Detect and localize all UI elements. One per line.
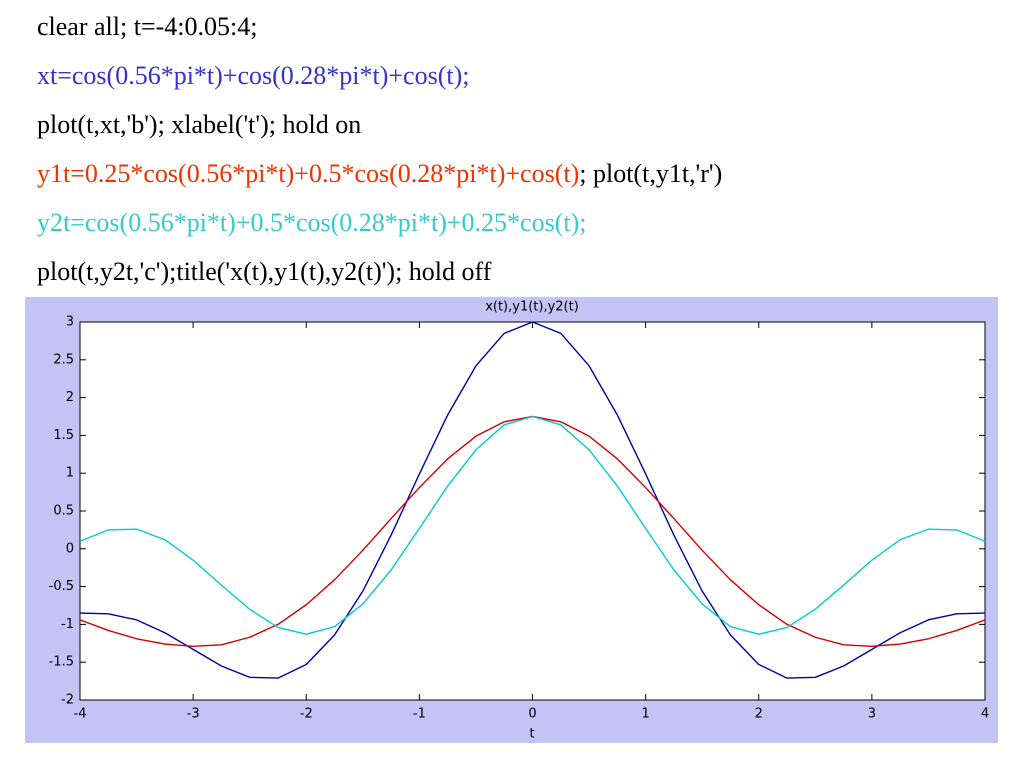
x-tick-label: 3 [868,707,876,722]
x-axis-label: t [529,727,534,742]
code-line: y1t=0.25*cos(0.56*pi*t)+0.5*cos(0.28*pi*… [37,159,722,189]
x-tick-label: 0 [528,707,536,722]
y-tick-label: 0 [66,541,74,556]
code-text: clear all; t=-4:0.05:4; [37,12,258,41]
chart-title: x(t),y1(t),y2(t) [485,300,579,315]
y-tick-label: -2 [61,693,74,708]
code-text: xt=cos(0.56*pi*t)+cos(0.28*pi*t)+cos(t); [37,61,470,90]
code-text: y2t=cos(0.56*pi*t)+0.5*cos(0.28*pi*t)+0.… [37,208,587,237]
y-tick-label: -1 [61,617,74,632]
y-tick-label: 2 [66,390,74,405]
code-text: plot(t,y2t,'c');title('x(t),y1(t),y2(t)'… [37,257,492,286]
x-tick-label: 1 [641,707,649,722]
code-line: y2t=cos(0.56*pi*t)+0.5*cos(0.28*pi*t)+0.… [37,208,586,238]
y-tick-label: 0.5 [53,504,74,519]
code-text: plot(t,xt,'b'); xlabel('t'); hold on [37,110,362,139]
x-tick-label: -4 [74,707,87,722]
plot-area [79,321,986,701]
data-line [79,415,986,635]
code-line: plot(t,xt,'b'); xlabel('t'); hold on [37,110,361,140]
code-line: plot(t,y2t,'c');title('x(t),y1(t),y2(t)'… [37,257,491,287]
data-line [79,321,986,679]
y-tick-label: -1.5 [49,655,74,670]
y-tick-label: 3 [66,315,74,330]
y-tick-label: 1.5 [53,428,74,443]
y-tick-label: 1 [66,466,74,481]
code-line: xt=cos(0.56*pi*t)+cos(0.28*pi*t)+cos(t); [37,61,469,91]
code-text: ; plot(t,y1t,'r') [579,159,723,188]
x-tick-label: -2 [300,707,313,722]
code-text: y1t=0.25*cos(0.56*pi*t)+0.5*cos(0.28*pi*… [37,159,580,188]
x-tick-label: -1 [413,707,426,722]
code-line: clear all; t=-4:0.05:4; [37,12,257,42]
x-tick-label: -3 [187,707,200,722]
y-tick-label: 2.5 [53,352,74,367]
x-tick-label: 2 [755,707,763,722]
x-tick-label: 4 [981,707,989,722]
y-tick-label: -0.5 [49,579,74,594]
